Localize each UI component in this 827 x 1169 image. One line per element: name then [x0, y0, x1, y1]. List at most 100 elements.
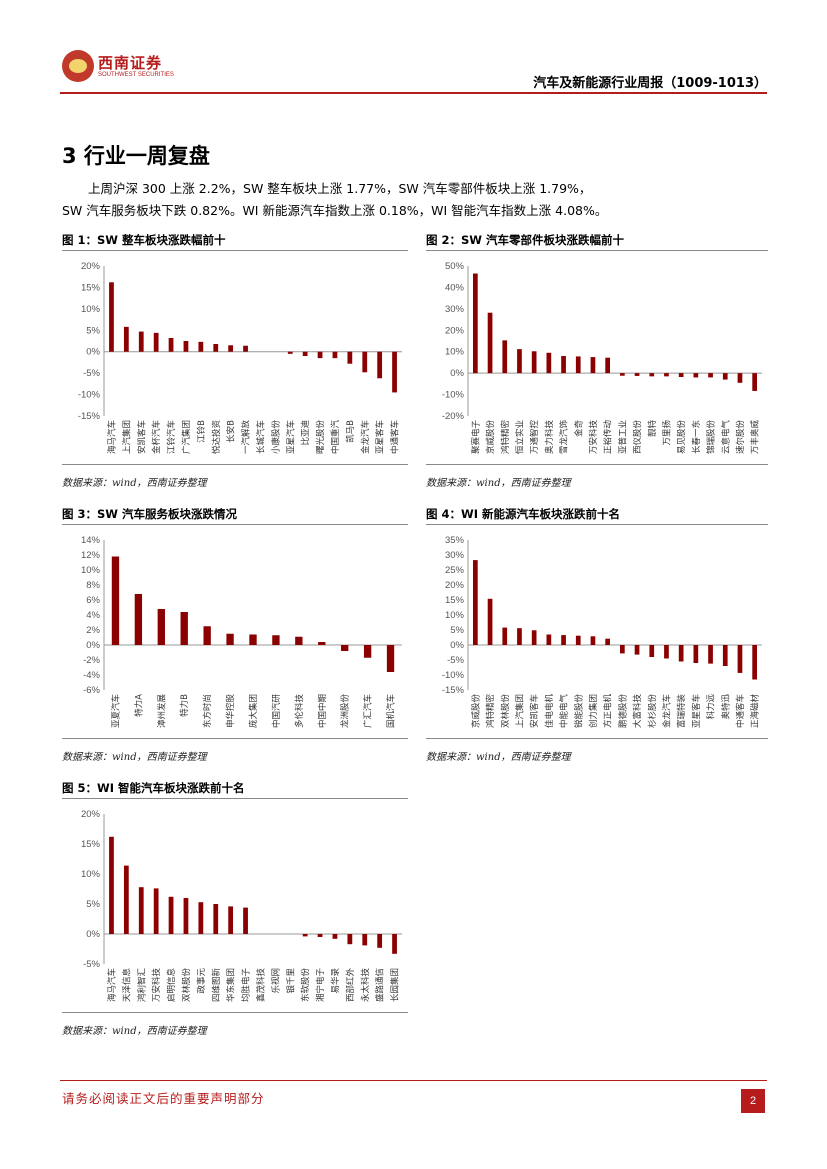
bar — [708, 373, 713, 378]
figure-3: 图 3：SW 汽车服务板块涨跌情况 -6% -4% -2% 0% 2% 4% 6% 8% 10%… — [62, 506, 408, 766]
bar — [138, 887, 144, 934]
figure-title: 图 2：SW 汽车零部件板块涨跌幅前十 — [426, 233, 624, 247]
x-tick-label: 一汽解放 — [241, 420, 252, 455]
x-tick-label: 金奇 — [573, 420, 584, 438]
bar — [546, 352, 552, 374]
x-tick-label: 海马汽车 — [106, 420, 117, 454]
x-tick-label: 庞大集团 — [248, 694, 259, 728]
x-tick-label: 大富科技 — [632, 694, 643, 729]
y-tick-label: 10% — [81, 869, 101, 880]
y-tick-label: 5% — [450, 625, 464, 636]
bar — [487, 312, 493, 374]
x-tick-label: 雪龙汽饰 — [559, 420, 570, 455]
figure-divider — [62, 738, 408, 739]
figure-title: 图 5：WI 智能汽车板块涨跌前十名 — [62, 781, 245, 795]
header-divider — [60, 92, 767, 94]
bar — [134, 594, 143, 645]
x-tick-label: 亚普工业 — [617, 420, 628, 454]
bar — [605, 638, 611, 645]
x-tick-label: 海马汽车 — [106, 968, 117, 1002]
bar — [634, 373, 640, 376]
y-tick-label: 14% — [81, 535, 101, 546]
x-tick-label: 龙洲股份 — [340, 694, 351, 729]
footer-divider — [60, 1080, 767, 1081]
y-tick-label: 0% — [86, 929, 100, 940]
x-tick-label: 上汽集团 — [514, 694, 525, 728]
x-tick-label: 安凯客车 — [136, 420, 147, 454]
bar — [752, 373, 758, 391]
y-tick-label: 2% — [86, 625, 100, 636]
page-number: 2 — [741, 1089, 765, 1113]
y-tick-label: 15% — [445, 595, 465, 606]
bar — [502, 627, 508, 645]
bar — [678, 645, 684, 662]
x-tick-label: 易见股份 — [676, 420, 687, 455]
x-tick-label: 双林股份 — [500, 694, 511, 729]
y-tick-label: 5% — [86, 899, 100, 910]
figure-divider — [62, 798, 408, 799]
x-tick-label: 盛路通信 — [375, 968, 386, 1003]
y-tick-label: 12% — [81, 550, 101, 561]
bar — [111, 556, 120, 645]
y-tick-label: -6% — [83, 685, 100, 696]
x-tick-label: 江铃汽车 — [166, 420, 177, 454]
bar — [605, 357, 611, 374]
y-tick-label: 20% — [81, 809, 101, 820]
x-tick-label: 万里扬 — [661, 420, 672, 446]
bar — [109, 282, 114, 352]
x-tick-label: 东软股份 — [300, 968, 311, 1003]
x-tick-label: 科力远 — [706, 694, 717, 720]
y-tick-label: -2% — [83, 655, 100, 666]
bar — [362, 351, 368, 373]
bar — [517, 628, 522, 645]
bar — [213, 344, 219, 352]
bar — [619, 373, 625, 376]
y-tick-label: -4% — [83, 670, 100, 681]
y-tick-label: -10% — [442, 390, 465, 401]
figure-divider — [62, 524, 408, 525]
x-tick-label: 华东集团 — [226, 968, 237, 1002]
bar — [295, 636, 303, 645]
x-tick-label: 东方时尚 — [202, 694, 213, 728]
bar — [168, 896, 174, 934]
bar — [590, 357, 596, 374]
bar — [347, 351, 353, 364]
x-tick-label: 天泽信息 — [121, 968, 132, 1003]
figure-source: 数据来源：wind，西南证券整理 — [62, 1026, 207, 1037]
chart-1: -15% -10% -5% 0% 5% 10% 15% 20% 海马汽车 上汽集团 安凯客车 金杯汽车… — [78, 261, 402, 455]
summary-line-1: 上周沪深 300 上涨 2.2%，SW 整车板块上涨 1.77%，SW 汽车零部… — [88, 181, 592, 196]
y-tick-label: 15% — [81, 282, 101, 293]
x-tick-label: 亚星客车 — [691, 694, 702, 728]
y-tick-label: 20% — [445, 325, 465, 336]
bar — [243, 345, 248, 352]
y-tick-label: -10% — [442, 670, 465, 681]
bar — [737, 645, 743, 673]
x-tick-label: 长城汽车 — [255, 420, 266, 454]
x-tick-label: 佳电电机 — [544, 694, 555, 729]
x-tick-label: 中通客车 — [390, 420, 401, 454]
y-tick-label: -20% — [442, 411, 465, 422]
y-tick-label: 30% — [445, 550, 465, 561]
y-tick-label: 10% — [81, 565, 101, 576]
x-tick-label: 申华控股 — [225, 694, 236, 729]
x-tick-label: 亚夏汽车 — [110, 694, 121, 728]
x-tick-label: 鸿特精密 — [500, 420, 511, 455]
bar — [472, 273, 478, 374]
x-tick-label: 多伦科技 — [294, 694, 305, 729]
bar — [737, 373, 743, 383]
x-tick-label: 恒立实业 — [514, 420, 525, 454]
bar — [109, 836, 114, 934]
x-tick-label: 亚星客车 — [375, 420, 386, 454]
figure-2: 图 2：SW 汽车零部件板块涨跌幅前十 -20% -10% 0% 10% 20% 30% 4… — [426, 232, 768, 492]
bar — [332, 351, 338, 359]
x-tick-label: 漳州发展 — [156, 694, 167, 729]
x-tick-label: 金龙汽车 — [360, 420, 371, 454]
y-tick-label: 0% — [86, 347, 100, 358]
bar — [318, 642, 326, 645]
y-tick-label: 50% — [445, 261, 465, 272]
x-tick-label: 锦瑞股份 — [706, 420, 717, 455]
x-tick-label: 四维图新 — [211, 968, 222, 1003]
bar — [531, 630, 537, 645]
bar — [157, 609, 165, 645]
x-tick-label: 双林股份 — [181, 968, 192, 1003]
